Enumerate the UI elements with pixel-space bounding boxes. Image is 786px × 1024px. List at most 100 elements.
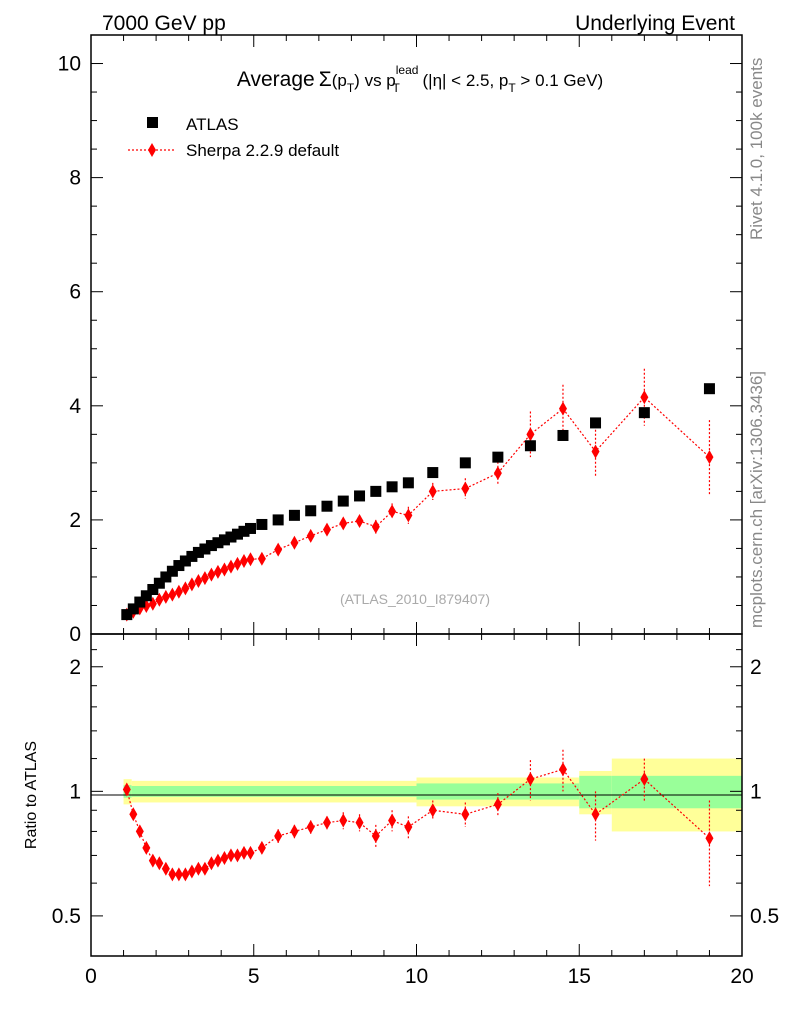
atlas-point <box>147 584 159 596</box>
atlas-point <box>205 540 217 552</box>
atlas-point <box>127 603 139 615</box>
ratio-series <box>122 749 714 887</box>
atlas-point <box>238 525 250 537</box>
ratio-tick-label-left: 0.5 <box>52 905 81 928</box>
main-plot: Average Σ(pT) vs plead T (|η| < 2.5, pT > … <box>58 34 743 646</box>
atlas-point <box>218 534 230 546</box>
sherpa-point <box>705 450 714 465</box>
ratio-point <box>355 815 364 830</box>
atlas-point <box>212 537 224 549</box>
ratio-point <box>168 867 177 882</box>
atlas-point <box>370 485 382 497</box>
sherpa-point <box>274 542 283 557</box>
sherpa-point <box>200 571 209 586</box>
ratio-point <box>213 853 222 868</box>
ratio-point <box>194 861 203 876</box>
atlas-point <box>140 590 152 602</box>
ratio-tick-label-right: 2 <box>750 656 762 679</box>
title-close: ) <box>354 71 360 90</box>
ratio-point <box>187 864 196 879</box>
atlas-point <box>186 550 198 562</box>
title-cuts-a: (|η| < 2.5, p <box>418 71 509 90</box>
ratio-point <box>174 867 183 882</box>
x-tick-label: 20 <box>730 965 753 988</box>
atlas-point <box>272 514 284 526</box>
atlas-point <box>166 565 178 577</box>
atlas-point <box>192 546 204 558</box>
ratio-point <box>339 813 348 828</box>
atlas-point <box>402 477 414 489</box>
atlas-point <box>386 481 398 493</box>
x-ticks: 0 5 10 15 20 <box>85 35 754 988</box>
atlas-point <box>305 505 317 517</box>
atlas-point <box>492 451 504 463</box>
title-prefix: Average <box>237 68 315 91</box>
rivet-label: Rivet 4.1.0, 100k events <box>747 58 766 240</box>
source-url: mcplots.cern.ch [arXiv:1306.3436] <box>747 371 766 628</box>
sherpa-point <box>339 516 348 531</box>
ratio-point <box>290 824 299 839</box>
y-tick-label: 4 <box>69 395 81 418</box>
ratio-point <box>388 813 397 828</box>
atlas-point <box>638 407 650 419</box>
ratio-ylabel: Ratio to ATLAS <box>23 741 40 849</box>
sherpa-point <box>388 504 397 519</box>
y-tick-label: 8 <box>69 167 81 190</box>
atlas-point <box>244 522 256 534</box>
atlas-point <box>231 528 243 540</box>
ratio-point <box>322 815 331 830</box>
atlas-point <box>153 577 165 589</box>
ratio-point <box>558 762 567 777</box>
sherpa-point <box>404 508 413 523</box>
sherpa-point <box>306 528 315 543</box>
title-vs: vs p <box>360 71 396 90</box>
ratio-point <box>226 848 235 863</box>
ratio-point <box>404 819 413 834</box>
sherpa-point <box>161 589 170 604</box>
ratio-point <box>148 853 157 868</box>
ratio-point <box>129 807 138 822</box>
ratio-point <box>428 803 437 818</box>
sherpa-point <box>640 390 649 405</box>
sherpa-point <box>168 587 177 602</box>
x-tick-label: 5 <box>248 965 260 988</box>
atlas-point <box>225 531 237 543</box>
ratio-point <box>274 828 283 843</box>
ratio-tick-label-right: 0.5 <box>750 905 779 928</box>
ratio-point <box>200 861 209 876</box>
ratio-band <box>123 758 742 832</box>
atlas-point <box>354 490 366 502</box>
sherpa-point <box>493 466 502 481</box>
ratio-point <box>640 772 649 787</box>
sherpa-point <box>461 481 470 496</box>
atlas-point <box>256 518 268 530</box>
ratio-point <box>257 840 266 855</box>
atlas-point <box>179 555 191 567</box>
ratio-tick-label-left: 2 <box>69 656 81 679</box>
y-tick-label: 0 <box>69 623 81 646</box>
sherpa-point <box>181 581 190 596</box>
legend-atlas-marker <box>147 117 158 128</box>
sherpa-point <box>526 427 535 442</box>
sherpa-point <box>207 567 216 582</box>
watermark: (ATLAS_2010_I879407) <box>340 591 490 607</box>
sherpa-point <box>213 564 222 579</box>
sherpa-point <box>257 551 266 566</box>
title-pt: (p <box>332 71 347 90</box>
atlas-point <box>557 429 569 441</box>
ratio-point <box>306 819 315 834</box>
ratio-point <box>122 782 131 797</box>
ratio-point <box>142 840 151 855</box>
atlas-point <box>590 417 602 429</box>
title-cuts-sub: T <box>508 81 516 95</box>
ratio-point <box>461 807 470 822</box>
atlas-point <box>459 457 471 469</box>
atlas-point <box>524 440 536 452</box>
ratio-point <box>220 851 229 866</box>
sherpa-point <box>558 401 567 416</box>
atlas-point <box>121 609 133 621</box>
legend-sherpa-label: Sherpa 2.2.9 default <box>186 141 339 160</box>
ratio-point <box>155 856 164 871</box>
atlas-point <box>427 467 439 479</box>
